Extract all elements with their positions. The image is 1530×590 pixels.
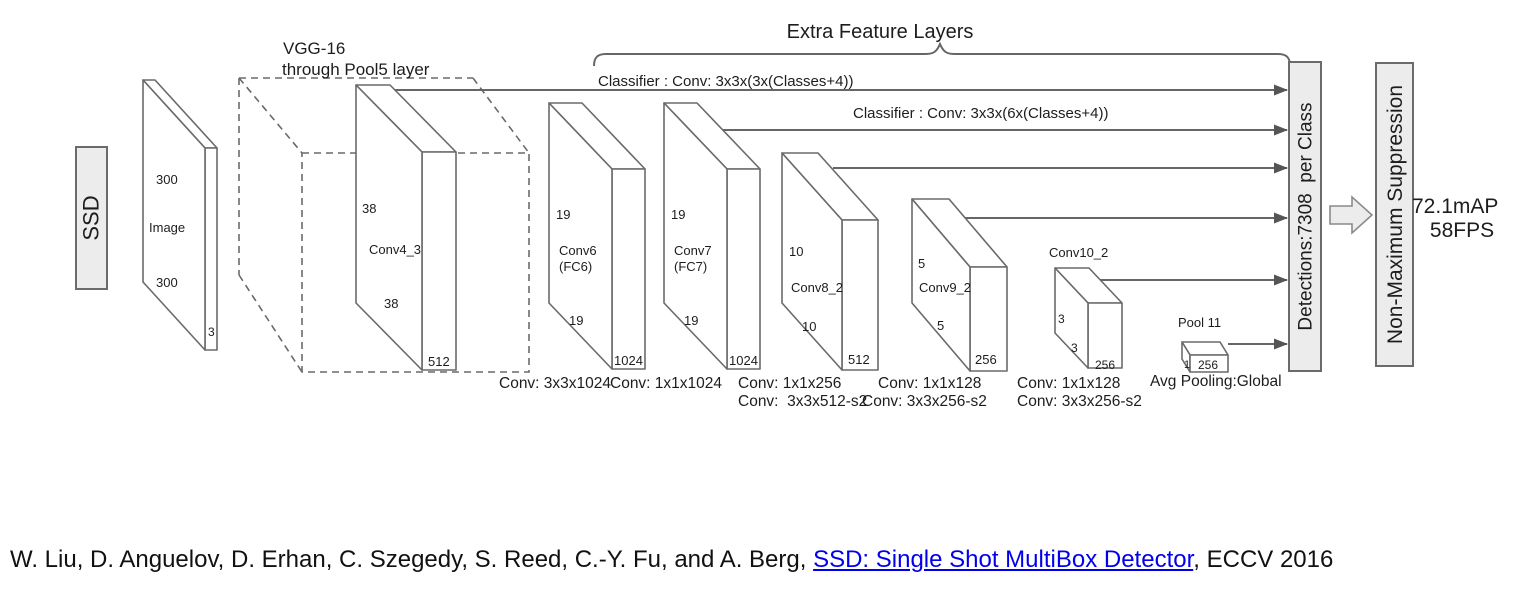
vgg-label-line2: through Pool5 layer xyxy=(282,60,430,79)
conv10_2-depth: 256 xyxy=(1095,358,1115,372)
conv7-dim1: 19 xyxy=(671,207,685,222)
citation: W. Liu, D. Anguelov, D. Erhan, C. Szeged… xyxy=(10,546,1525,574)
conv8_2-name: Conv8_2 xyxy=(791,280,843,295)
citation-link[interactable]: SSD: Single Shot MultiBox Detector xyxy=(813,546,1194,573)
conv9_2-dim1: 5 xyxy=(918,256,925,271)
conv7-name: Conv7 xyxy=(674,243,712,258)
conv6-depth: 1024 xyxy=(614,353,643,368)
layer-conv9_2-slab xyxy=(911,198,1008,372)
conv7-dim2: 19 xyxy=(684,313,698,328)
layer-conv7-slab xyxy=(663,102,761,370)
conv6-dim1: 19 xyxy=(556,207,570,222)
conv4_3-dim1: 38 xyxy=(362,201,376,216)
extra-feature-layers-title: Extra Feature Layers xyxy=(787,21,974,43)
layer-conv10_2-slab xyxy=(1054,267,1123,369)
conv9_2-depth: 256 xyxy=(975,352,997,367)
conv7-depth: 1024 xyxy=(729,353,758,368)
layer-conv4_3-slab xyxy=(355,84,457,371)
layer-conv6-slab xyxy=(548,102,646,370)
layer-pool11-slab xyxy=(1181,341,1229,373)
conv6-sub: (FC6) xyxy=(559,259,592,274)
conv8_2-op1: Conv: 1x1x256 xyxy=(738,375,841,392)
classifier1-label: Classifier : Conv: 3x3x(3x(Classes+4)) xyxy=(598,73,854,90)
conv4_3-depth: 512 xyxy=(428,354,450,369)
input-label: Image xyxy=(149,220,185,235)
conv9_2-name: Conv9_2 xyxy=(919,280,971,295)
feature-map-arrows xyxy=(395,84,1288,350)
classifier2-label: Classifier : Conv: 3x3x(6x(Classes+4)) xyxy=(853,105,1109,122)
nms-transition-arrow xyxy=(1329,195,1374,235)
conv9_2-dim2: 5 xyxy=(937,318,944,333)
pool11-name: Pool 11 xyxy=(1178,315,1221,330)
conv10_2-name: Conv10_2 xyxy=(1049,245,1108,260)
citation-suffix: , ECCV 2016 xyxy=(1193,546,1334,573)
conv10_2-op2: Conv: 3x3x256-s2 xyxy=(1017,393,1142,410)
layer-conv8_2-slab xyxy=(781,152,879,371)
pool11-dim1: 1 xyxy=(1184,359,1190,371)
conv6-op1: Conv: 3x3x1024 xyxy=(499,375,611,392)
nms-box xyxy=(1375,62,1414,367)
conv9_2-op2: Conv: 3x3x256-s2 xyxy=(862,393,987,410)
conv8_2-op2: Conv: 3x3x512-s2 xyxy=(738,393,867,410)
input-image-slab xyxy=(142,79,218,351)
conv8_2-depth: 512 xyxy=(848,352,870,367)
citation-prefix: W. Liu, D. Anguelov, D. Erhan, C. Szeged… xyxy=(10,546,814,573)
detections-box-label: Detections:7308 per Class xyxy=(1296,102,1317,330)
result-fps: 58FPS xyxy=(1430,219,1494,242)
vgg-label-line1: VGG-16 xyxy=(283,39,345,58)
conv6-name: Conv6 xyxy=(559,243,597,258)
conv10_2-dim2: 3 xyxy=(1071,341,1078,355)
conv10_2-dim1: 3 xyxy=(1058,312,1065,326)
ssd-box xyxy=(75,146,108,290)
extra-feature-layers-brace xyxy=(593,41,1291,67)
input-depth: 3 xyxy=(208,325,215,339)
conv10_2-op1: Conv: 1x1x128 xyxy=(1017,375,1120,392)
conv7-sub: (FC7) xyxy=(674,259,707,274)
input-dim-top: 300 xyxy=(156,172,178,187)
detections-box xyxy=(1288,61,1322,372)
input-dim-bottom: 300 xyxy=(156,275,178,290)
conv8_2-dim1: 10 xyxy=(789,244,803,259)
result-map: 72.1mAP xyxy=(1412,195,1498,218)
pool11-depth: 256 xyxy=(1198,358,1218,372)
conv6-dim2: 19 xyxy=(569,313,583,328)
ssd-box-label: SSD xyxy=(79,195,104,240)
conv8_2-dim2: 10 xyxy=(802,319,816,334)
conv4_3-name: Conv4_3 xyxy=(369,242,421,257)
nms-box-label: Non-Maximum Suppression xyxy=(1384,85,1407,344)
ssd-architecture-diagram: SSD Detections:7308 per Class Non-Maximu… xyxy=(75,21,1498,410)
conv4_3-dim2: 38 xyxy=(384,296,398,311)
conv9_2-op1: Conv: 1x1x128 xyxy=(878,375,981,392)
conv7-op1: Conv: 1x1x1024 xyxy=(610,375,722,392)
pool11-op1: Avg Pooling:Global xyxy=(1150,373,1282,390)
